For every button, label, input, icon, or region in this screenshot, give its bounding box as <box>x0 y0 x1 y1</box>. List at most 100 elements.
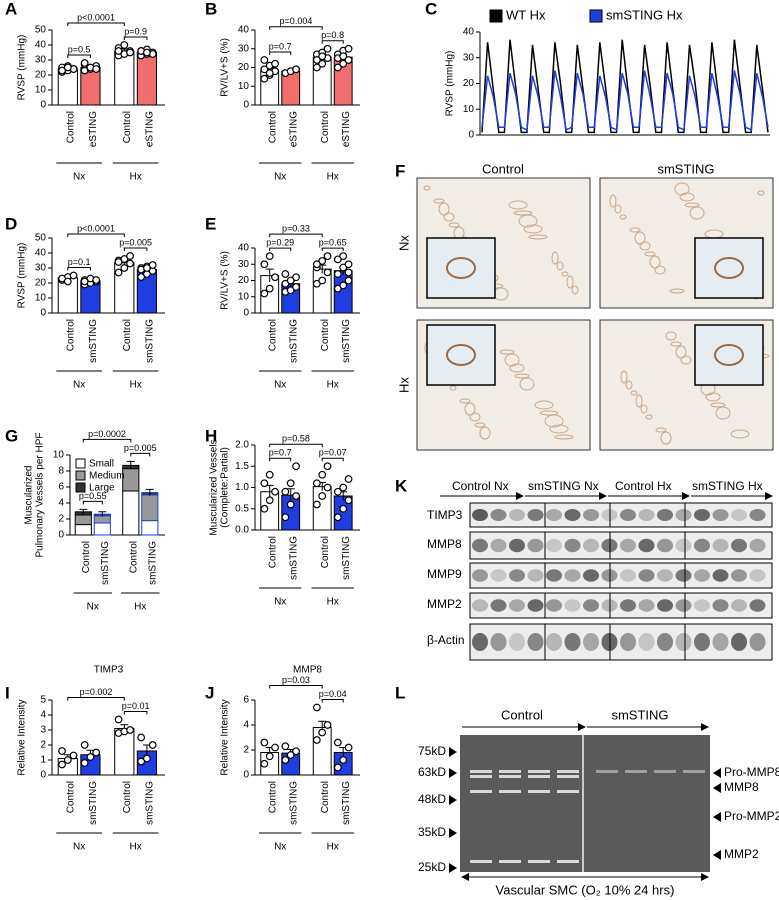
data-point <box>318 59 327 68</box>
tissue <box>469 412 481 422</box>
marker-label: 48kD <box>418 792 446 806</box>
data-point <box>312 56 321 64</box>
blot-band <box>675 569 692 582</box>
p-value: p=0.7 <box>269 448 292 458</box>
y-tick-label: 20 <box>238 62 250 73</box>
group-label: Hx <box>327 597 339 608</box>
blot-band <box>620 599 636 612</box>
data-point <box>126 259 134 268</box>
blot-band <box>620 538 636 553</box>
tissue <box>464 402 476 416</box>
tissue <box>757 190 765 196</box>
data-point <box>271 59 279 68</box>
y-tick-label: 10 <box>238 81 250 92</box>
inset <box>426 324 496 386</box>
gel-band <box>557 775 579 778</box>
error-bar <box>126 460 135 470</box>
p-value: p=0.04 <box>319 689 347 699</box>
tissue <box>730 429 750 439</box>
p-value: p=0.8 <box>321 30 344 40</box>
y-tick-label: 20 <box>463 78 475 89</box>
group-label: Hx <box>327 380 339 391</box>
blot-band <box>657 509 673 521</box>
legend-swatch <box>589 9 603 23</box>
tissue <box>680 355 692 365</box>
group-label: Hx <box>130 172 142 183</box>
group-label: Hx <box>327 842 339 853</box>
significance-bracket <box>321 40 344 44</box>
y-tick-label: 1.5 <box>235 461 249 472</box>
blot-band <box>749 599 766 612</box>
data-point <box>344 268 353 277</box>
data-point <box>312 500 321 509</box>
lane-label: smSTING Hx <box>692 479 763 493</box>
y-tick-label: 10 <box>35 293 47 304</box>
y-tick-label: 10 <box>463 104 475 115</box>
x-tick-label: Control <box>65 111 76 143</box>
inset <box>426 237 496 299</box>
column-label: smSTING <box>657 161 714 176</box>
panel-letter: I <box>5 683 10 702</box>
panel-l: L Control smSTING 75kD 63kD 48kD 35kD 25… <box>395 683 779 897</box>
p-value: p<0.0001 <box>77 12 115 22</box>
data-point <box>339 59 348 68</box>
p-value: p=0.58 <box>282 434 310 444</box>
bar-segment <box>122 490 140 536</box>
blot-band <box>490 538 507 553</box>
bar-segment <box>122 468 140 492</box>
y-tick-label: 30 <box>35 55 47 66</box>
group-label: Nx <box>274 380 286 391</box>
p-value: p=0.5 <box>68 44 91 54</box>
data-point <box>260 479 269 488</box>
tissue <box>539 410 559 416</box>
significance-bracket <box>321 457 344 462</box>
data-point <box>344 475 353 483</box>
blot-band <box>527 509 544 521</box>
blot-band <box>620 633 636 651</box>
blot-band <box>564 569 581 582</box>
x-tick-label: Control <box>267 111 278 143</box>
x-tick-label: smSTING <box>288 319 299 363</box>
panel-f: F Control smSTING Nx Hx <box>395 161 774 451</box>
tissue <box>614 204 622 214</box>
blot-band <box>583 633 599 651</box>
y-tick-label: 3 <box>40 725 46 736</box>
data-point <box>260 504 269 513</box>
x-tick-label: Control <box>267 319 278 351</box>
y-tick-label: 0.5 <box>235 503 249 514</box>
bar-segment <box>141 520 159 536</box>
tissue <box>566 275 574 289</box>
data-point <box>114 268 123 277</box>
data-point <box>265 69 274 78</box>
error-bar <box>286 488 295 502</box>
group-label: Nx <box>73 842 85 853</box>
y-tick-label: 0 <box>243 308 249 319</box>
data-point <box>312 479 321 488</box>
caption: Vascular SMC (O₂ 10% 24 hrs) <box>496 882 675 897</box>
column-label: Control <box>482 161 524 176</box>
data-point <box>318 52 327 61</box>
significance-bracket <box>123 711 148 715</box>
data-point <box>333 270 342 278</box>
group-label: Nx <box>274 597 286 608</box>
gel-band <box>499 860 521 863</box>
y-tick-label: 10 <box>35 85 47 96</box>
tissue <box>423 185 431 191</box>
blot-band <box>638 633 655 651</box>
vessel <box>446 344 476 366</box>
data-point <box>92 65 101 73</box>
panel-letter: H <box>205 426 217 445</box>
gel-band <box>499 775 521 778</box>
gel-band <box>470 770 492 773</box>
panel-letter: K <box>395 476 408 495</box>
tissue <box>554 434 574 440</box>
data-point <box>292 492 300 500</box>
y-tick-label: 0 <box>40 308 46 319</box>
data-point <box>80 59 89 67</box>
vessel <box>714 257 744 279</box>
data-point <box>339 252 348 261</box>
data-point <box>114 47 123 55</box>
data-point <box>281 513 290 522</box>
data-point <box>114 258 123 266</box>
p-value: p=0.65 <box>319 238 347 248</box>
